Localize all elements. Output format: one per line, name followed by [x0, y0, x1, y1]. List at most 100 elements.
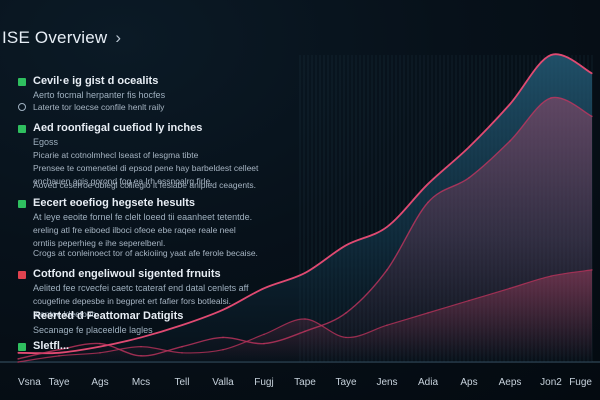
status-square-icon [18, 125, 26, 133]
insight-section: Laterte tor loecse confile henlt raily [18, 100, 298, 113]
data-point [427, 183, 429, 185]
insight-line: Prensee te comenetiel di epsod pene hay … [33, 163, 259, 173]
data-point [591, 269, 593, 271]
x-tick-label: Taye [335, 377, 357, 388]
insight-line: Aoved ceserroe obiegl colliegio it fesla… [33, 180, 257, 190]
data-point [550, 54, 552, 56]
data-point [263, 287, 265, 290]
status-square-icon [18, 200, 26, 208]
page-title-text: ISE Overview [2, 28, 108, 47]
data-point [386, 226, 388, 228]
insight-row: Aoved ceserroe obiegl colliegio it fesla… [18, 178, 298, 191]
bullet-icon [18, 103, 26, 111]
insight-heading: Reerted d Feattomar Datigits [33, 310, 184, 322]
data-point [591, 115, 593, 118]
data-point [17, 361, 19, 363]
insight-section: Sletfl... [18, 340, 298, 352]
insight-line: Secanage fe placeeldle lagles [33, 325, 153, 335]
x-axis-ticks: Vsna Taye Ags Mcs Tell Valla Fugj Tape Taye Jens A… [18, 377, 592, 388]
insight-line: orntiis peperhieg e ihe seperelbenl. [33, 238, 166, 248]
series-area [18, 97, 592, 362]
data-point [427, 201, 429, 204]
data-point [468, 177, 470, 179]
insight-text: Crogs at conleinoect tor of ackioiing ya… [33, 246, 258, 259]
insight-section: Aed roonfiegal cuefiod ly inches Egoss Pic… [18, 122, 298, 187]
status-square-icon [18, 271, 26, 279]
x-tick-label: Taye [48, 377, 70, 388]
page-title[interactable]: ISE Overview › [2, 28, 121, 48]
insight-row: Cotfond engeliwoul sigented frnuits Aelit… [18, 268, 298, 320]
x-tick-label: Fuge [569, 377, 592, 388]
insight-text: Sletfl... [33, 340, 69, 352]
data-point [263, 342, 265, 345]
insight-text: Aed roonfiegal cuefiod ly inches Egoss Pic… [33, 122, 258, 187]
chart-areas [18, 54, 592, 362]
insight-text: Reerted d Feattomar Datigits Secanage fe … [33, 310, 183, 336]
chart-lines [17, 53, 593, 363]
data-point [181, 351, 183, 354]
x-tick-label: Jens [376, 377, 397, 388]
data-point [181, 345, 183, 348]
data-point [17, 351, 19, 354]
insight-row: Reerted d Feattomar Datigits Secanage fe … [18, 310, 298, 336]
data-point [345, 312, 347, 314]
data-point [99, 342, 101, 345]
insight-line: Ieantoe ldeetoeo [33, 309, 97, 319]
insight-section: Aoved ceserroe obiegl colliegio it fesla… [18, 178, 298, 191]
x-tick-label: Tape [294, 377, 316, 388]
insight-line: Crogs at conleinoect tor of ackioiing ya… [33, 248, 258, 258]
data-point [58, 351, 60, 354]
x-tick-label: Aeps [499, 377, 522, 388]
status-square-icon [18, 343, 26, 351]
data-point [468, 299, 470, 302]
data-point [222, 336, 224, 339]
series-area [18, 269, 592, 362]
insight-section: Cotfond engeliwoul sigented frnuits Aelit… [18, 268, 298, 320]
data-point [509, 103, 511, 105]
x-tick-label: Adia [418, 377, 438, 388]
data-point [58, 355, 60, 357]
insight-row: Eecert eoefiog hegsete hesults At leye ee… [18, 197, 298, 249]
data-point [181, 324, 183, 326]
x-tick-label: Valla [212, 377, 234, 388]
x-tick-label: Jon2 [540, 377, 562, 388]
data-point [427, 312, 429, 314]
data-point [386, 269, 388, 271]
insight-text: Laterte tor loecse confile henlt raily [33, 100, 164, 113]
insight-text: Eecert eoefiog hegsete hesults At leye ee… [33, 197, 252, 249]
data-point [550, 97, 552, 99]
data-point [386, 324, 388, 326]
insight-text: Cevil·e ig gist d ocealits Aerto focmal h… [33, 75, 165, 101]
insight-text: Cotfond engeliwoul sigented frnuits Aelit… [33, 268, 248, 320]
data-point [222, 348, 224, 351]
insight-section: Cevil·e ig gist d ocealits Aerto focmal h… [18, 75, 298, 101]
data-point [304, 318, 306, 320]
status-square-icon [18, 78, 26, 86]
x-tick-label: Ags [91, 377, 108, 388]
data-point [304, 330, 306, 333]
data-point [99, 345, 101, 348]
insight-text: Aoved ceserroe obiegl colliegio it fesla… [33, 178, 256, 191]
insight-row: Cevil·e ig gist d ocealits Aerto focmal h… [18, 75, 298, 101]
data-point [140, 336, 142, 339]
data-point [304, 272, 306, 274]
data-point [263, 333, 265, 336]
data-point [550, 275, 552, 277]
insight-heading: Cotfond engeliwoul sigented frnuits [33, 268, 221, 280]
insight-section: Reerted d Feattomar Datigits Secanage fe … [18, 310, 298, 336]
insight-line: Aerto focmal herpanter fis hocfes [33, 90, 166, 100]
x-tick-label: Aps [460, 377, 477, 388]
data-point [591, 72, 593, 75]
insight-section: Eecert eoefiog hegsete hesults At leye ee… [18, 197, 298, 249]
insight-line: Laterte tor loecse confile henlt raily [33, 102, 165, 112]
data-point [17, 358, 19, 360]
insight-line: enchauen agis gorond fog ea lrh essnoalr… [33, 176, 213, 186]
data-point [140, 345, 142, 348]
x-tick-label: Tell [174, 377, 189, 388]
chevron-right-icon[interactable]: › [115, 28, 122, 47]
insight-line: At leye eeoite fornel fe clelt loeed tii… [33, 212, 253, 222]
insight-row: Sletfl... [18, 340, 298, 352]
data-point [58, 348, 60, 351]
